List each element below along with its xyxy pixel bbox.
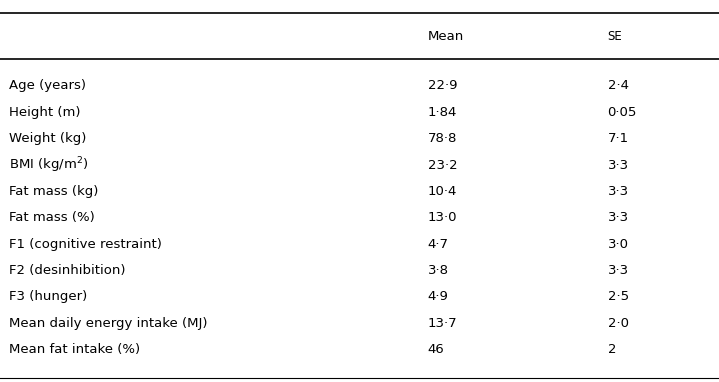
Text: Age (years): Age (years) bbox=[9, 79, 86, 92]
Text: Height (m): Height (m) bbox=[9, 106, 81, 119]
Text: 4·7: 4·7 bbox=[428, 238, 449, 251]
Text: Mean: Mean bbox=[428, 30, 464, 43]
Text: 3·3: 3·3 bbox=[608, 264, 628, 277]
Text: 3·3: 3·3 bbox=[608, 159, 628, 172]
Text: F1 (cognitive restraint): F1 (cognitive restraint) bbox=[9, 238, 162, 251]
Text: Weight (kg): Weight (kg) bbox=[9, 132, 87, 145]
Text: 23·2: 23·2 bbox=[428, 159, 457, 172]
Text: Mean daily energy intake (MJ): Mean daily energy intake (MJ) bbox=[9, 317, 208, 330]
Text: 2·4: 2·4 bbox=[608, 79, 628, 92]
Text: Mean fat intake (%): Mean fat intake (%) bbox=[9, 343, 140, 356]
Text: 2·5: 2·5 bbox=[608, 290, 628, 303]
Text: 13·7: 13·7 bbox=[428, 317, 457, 330]
Text: 0·05: 0·05 bbox=[608, 106, 637, 119]
Text: 3·3: 3·3 bbox=[608, 185, 628, 198]
Text: 7·1: 7·1 bbox=[608, 132, 628, 145]
Text: 22·9: 22·9 bbox=[428, 79, 457, 92]
Text: 2·0: 2·0 bbox=[608, 317, 628, 330]
Text: 46: 46 bbox=[428, 343, 444, 356]
Text: 13·0: 13·0 bbox=[428, 211, 457, 224]
Text: 3·0: 3·0 bbox=[608, 238, 628, 251]
Text: 10·4: 10·4 bbox=[428, 185, 457, 198]
Text: 78·8: 78·8 bbox=[428, 132, 457, 145]
Text: BMI (kg/m$^2$): BMI (kg/m$^2$) bbox=[9, 155, 89, 175]
Text: 1·84: 1·84 bbox=[428, 106, 457, 119]
Text: SE: SE bbox=[608, 30, 623, 43]
Text: 4·9: 4·9 bbox=[428, 290, 449, 303]
Text: F3 (hunger): F3 (hunger) bbox=[9, 290, 88, 303]
Text: 2: 2 bbox=[608, 343, 616, 356]
Text: 3·8: 3·8 bbox=[428, 264, 449, 277]
Text: F2 (desinhibition): F2 (desinhibition) bbox=[9, 264, 126, 277]
Text: 3·3: 3·3 bbox=[608, 211, 628, 224]
Text: Fat mass (kg): Fat mass (kg) bbox=[9, 185, 99, 198]
Text: Fat mass (%): Fat mass (%) bbox=[9, 211, 95, 224]
